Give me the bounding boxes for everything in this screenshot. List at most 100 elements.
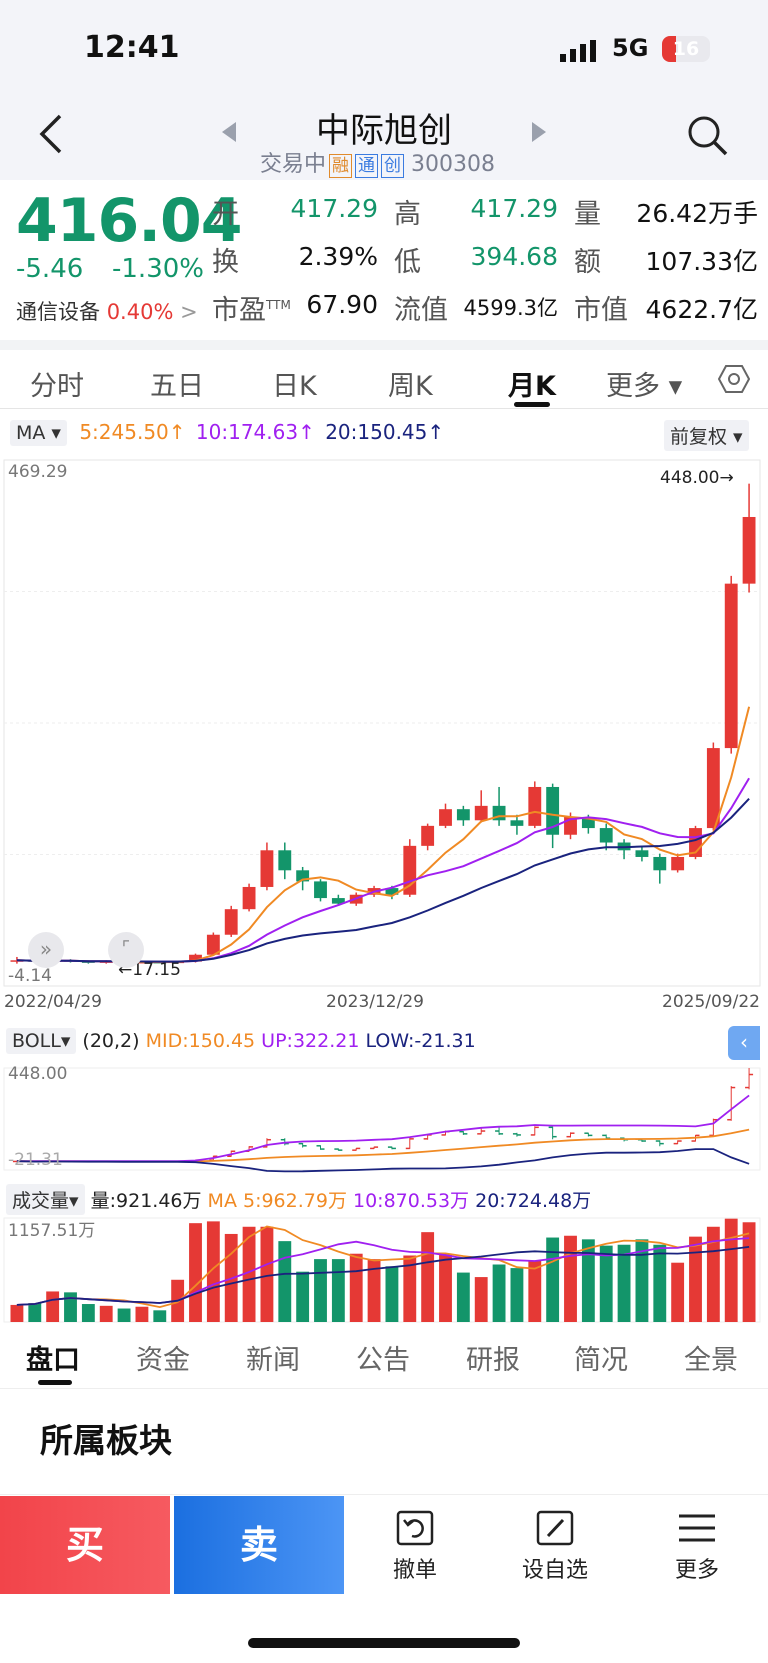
boll-bar: BOLL▾ (20,2) MID:150.45 UP:322.21 LOW:-2… <box>6 1028 476 1054</box>
volume-bar <box>153 1310 167 1322</box>
ma-selector[interactable]: MA ▾ <box>10 420 67 446</box>
menu-icon <box>679 1514 715 1542</box>
edit-icon <box>536 1510 574 1546</box>
next-stock-icon[interactable] <box>530 122 546 142</box>
tab-weekly[interactable]: 周K <box>388 371 433 402</box>
volume-ma5-line <box>16 1225 750 1309</box>
volume-bar <box>117 1308 131 1322</box>
buy-button[interactable]: 买 <box>0 1496 170 1594</box>
tab-minute[interactable]: 分时 <box>30 371 84 402</box>
float-cap-label: 流值 <box>394 295 448 326</box>
candle-body <box>224 909 238 935</box>
tab-funds[interactable]: 资金 <box>136 1345 190 1376</box>
signal-icon <box>560 40 596 62</box>
turnover-label: 换 <box>212 247 239 278</box>
ma10-value: 10:174.63 <box>195 420 299 444</box>
more-button[interactable]: 更多 <box>642 1510 752 1584</box>
date-start: 2022/04/29 <box>4 992 102 1012</box>
market-cap-label: 市值 <box>574 295 628 326</box>
tab-orderbook[interactable]: 盘口 <box>26 1345 80 1376</box>
chart-top-price: 469.29 <box>8 462 68 482</box>
volume-ma10: 10:870.53万 <box>353 1190 470 1212</box>
candle-body <box>421 825 435 846</box>
status-bar <box>0 0 768 100</box>
volume-bar <box>189 1223 202 1322</box>
candle-body <box>296 870 310 882</box>
detail-tab-indicator <box>38 1380 72 1385</box>
reset-zoom-icon[interactable]: ⌜ <box>108 932 144 968</box>
prev-stock-icon[interactable] <box>222 122 238 142</box>
candle-body <box>528 786 542 826</box>
volume-bar <box>653 1244 667 1322</box>
active-tab-indicator <box>514 402 550 407</box>
volume-selector[interactable]: 成交量▾ <box>6 1184 85 1215</box>
volume-bar <box>474 1277 488 1322</box>
section-title: 所属板块 <box>40 1421 172 1460</box>
volume-bar <box>81 1304 95 1322</box>
volume-bar <box>456 1272 470 1322</box>
adjust-selector[interactable]: 前复权 ▾ <box>664 420 749 451</box>
boll-low-line <box>16 1148 750 1173</box>
tab-news[interactable]: 新闻 <box>246 1345 300 1376</box>
amount-value: 107.33亿 <box>645 247 758 276</box>
period-tabs: 分时 五日 日K 周K 月K 更多 ▾ <box>0 350 768 409</box>
volume-bar <box>367 1259 381 1322</box>
chart-settings-icon[interactable] <box>718 364 750 394</box>
collapse-panel-icon[interactable]: ‹ <box>728 1026 760 1060</box>
volume-bar <box>492 1264 506 1322</box>
sector-link[interactable]: 通信设备 0.40% > <box>16 300 198 324</box>
tab-more[interactable]: 更多 ▾ <box>606 371 683 402</box>
add-watchlist-label: 设自选 <box>521 1558 588 1583</box>
pe-label: 市盈TTM <box>212 295 291 326</box>
network-type: 5G <box>612 34 649 62</box>
amount-label: 额 <box>574 247 601 278</box>
candle-body <box>331 898 345 904</box>
tab-profile[interactable]: 简况 <box>574 1345 628 1376</box>
open-label: 开 <box>212 199 239 230</box>
divider <box>0 340 768 350</box>
date-mid: 2023/12/29 <box>326 992 424 1012</box>
search-icon[interactable] <box>686 114 730 158</box>
volume-bar <box>242 1226 256 1322</box>
expand-left-icon[interactable]: » <box>28 932 64 968</box>
volume-chart[interactable] <box>0 1214 768 1324</box>
candle-body <box>653 856 667 871</box>
tab-daily[interactable]: 日K <box>272 371 317 402</box>
candle-body <box>706 748 720 829</box>
volume-bar <box>617 1244 631 1322</box>
market-cap-value: 4622.7亿 <box>645 295 758 324</box>
sell-button[interactable]: 卖 <box>174 1496 344 1594</box>
volume-ma20: 20:724.48万 <box>475 1190 592 1212</box>
volume-bar <box>546 1237 560 1322</box>
boll-selector[interactable]: BOLL▾ <box>6 1028 77 1054</box>
candle-body <box>599 828 613 843</box>
tab-five-day[interactable]: 五日 <box>150 371 204 402</box>
tab-overview[interactable]: 全景 <box>684 1345 738 1376</box>
add-watchlist-button[interactable]: 设自选 <box>500 1510 610 1584</box>
boll-mid-line <box>16 1128 750 1163</box>
detail-tabs: 盘口 资金 新闻 公告 研报 简况 全景 <box>0 1322 768 1389</box>
cancel-order-button[interactable]: 撤单 <box>360 1510 470 1584</box>
tab-monthly[interactable]: 月K <box>508 371 556 402</box>
turnover-value: 2.39% <box>298 242 378 271</box>
more-label: 更多 <box>674 1558 719 1583</box>
back-icon[interactable] <box>36 112 68 156</box>
volume-bar <box>671 1262 685 1322</box>
open-value: 417.29 <box>290 194 378 223</box>
low-label: 低 <box>394 247 421 278</box>
candle-body <box>206 934 220 955</box>
volume-ma5: MA 5:962.79万 <box>207 1190 347 1212</box>
stock-name: 中际旭创 <box>316 111 452 151</box>
candle-body <box>635 850 649 857</box>
volume-bar <box>385 1266 399 1322</box>
volume-bar <box>421 1232 435 1322</box>
volume-current: 量:921.46万 <box>90 1190 202 1212</box>
boll-top: 448.00 <box>8 1064 68 1084</box>
tab-research[interactable]: 研报 <box>466 1345 520 1376</box>
tab-announcements[interactable]: 公告 <box>356 1345 410 1376</box>
boll-chart[interactable] <box>0 1064 768 1174</box>
boll-low: LOW:-21.31 <box>365 1030 476 1052</box>
gem-tag: 创 <box>381 154 405 178</box>
boll-mid: MID:150.45 <box>145 1030 256 1052</box>
kline-chart[interactable] <box>0 456 768 1016</box>
